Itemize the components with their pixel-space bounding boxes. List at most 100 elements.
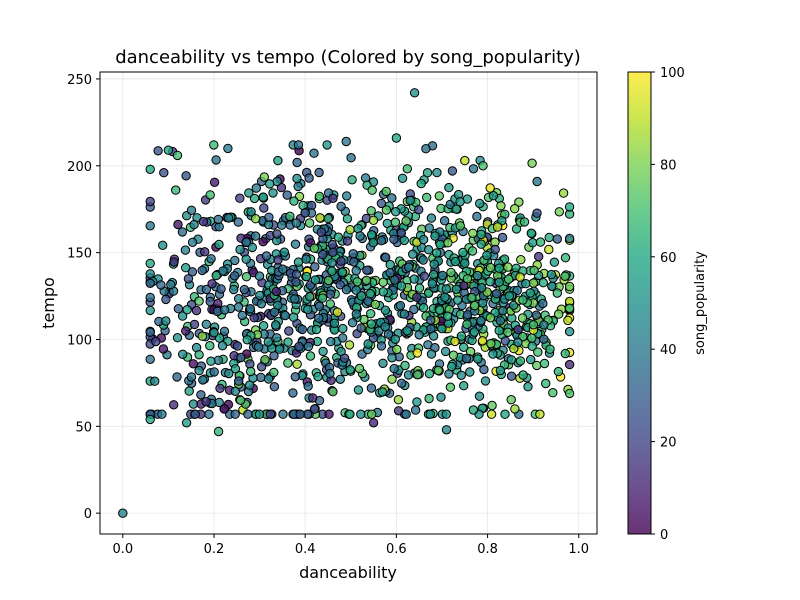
- x-tick-label: 0.8: [477, 542, 498, 557]
- scatter-point: [467, 246, 478, 256]
- scatter-point: [366, 309, 376, 319]
- scatter-point: [290, 294, 300, 304]
- scatter-point: [526, 228, 536, 238]
- scatter-point: [229, 284, 239, 295]
- scatter-point: [439, 216, 450, 226]
- scatter-point: [476, 239, 486, 249]
- scatter-point: [356, 409, 366, 419]
- scatter-point: [564, 326, 575, 337]
- scatter-point: [223, 143, 233, 154]
- scatter-point: [418, 234, 429, 245]
- scatter-point: [476, 229, 486, 240]
- scatter-point: [459, 342, 469, 352]
- scatter-point: [194, 296, 204, 306]
- scatter-point: [341, 285, 352, 295]
- scatter-point: [269, 367, 279, 378]
- scatter-point: [390, 334, 400, 344]
- scatter-point: [351, 285, 361, 295]
- scatter-point: [151, 336, 161, 347]
- scatter-point: [292, 157, 302, 168]
- scatter-point: [337, 267, 348, 277]
- scatter-point: [180, 245, 191, 255]
- scatter-point: [254, 271, 265, 281]
- scatter-point: [532, 176, 542, 187]
- scatter-point: [560, 271, 570, 281]
- scatter-point: [563, 315, 573, 326]
- scatter-point: [443, 238, 453, 248]
- scatter-point: [293, 140, 304, 150]
- scatter-point: [546, 269, 557, 280]
- scatter-point: [425, 409, 435, 419]
- scatter-point: [326, 336, 336, 347]
- scatter-point: [468, 228, 478, 239]
- scatter-point: [552, 234, 562, 244]
- scatter-point: [433, 365, 443, 376]
- scatter-point: [521, 279, 531, 289]
- x-tick-label: 0.6: [386, 542, 407, 557]
- scatter-point: [300, 208, 310, 218]
- scatter-point: [216, 284, 226, 294]
- scatter-point: [453, 295, 463, 305]
- scatter-point: [506, 355, 517, 365]
- scatter-point: [205, 296, 215, 307]
- scatter-point: [558, 188, 569, 198]
- scatter-point: [399, 309, 410, 319]
- scatter-point: [444, 182, 454, 193]
- scatter-point: [265, 409, 276, 419]
- scatter-point: [158, 344, 169, 354]
- scatter-point: [184, 386, 194, 396]
- scatter-point: [269, 382, 280, 392]
- scatter-point: [492, 222, 503, 232]
- scatter-point: [345, 225, 355, 235]
- scatter-point: [479, 364, 489, 375]
- scatter-point: [218, 266, 228, 276]
- scatter-point: [552, 288, 562, 298]
- scatter-point: [523, 382, 533, 392]
- scatter-point: [451, 204, 461, 214]
- scatter-point: [429, 259, 439, 269]
- scatter-point: [297, 324, 307, 335]
- scatter-point: [367, 185, 377, 195]
- scatter-point: [370, 299, 380, 310]
- scatter-point: [256, 299, 267, 309]
- scatter-point: [390, 217, 401, 227]
- scatter-point: [150, 376, 160, 386]
- scatter-point: [173, 219, 183, 230]
- scatter-point: [527, 333, 537, 343]
- scatter-point: [250, 214, 261, 224]
- scatter-point: [274, 344, 285, 354]
- scatter-point: [201, 284, 212, 295]
- scatter-point: [510, 204, 520, 214]
- scatter-point: [198, 216, 209, 227]
- scatter-point: [273, 255, 283, 265]
- scatter-point: [188, 359, 199, 369]
- scatter-point: [564, 303, 575, 313]
- scatter-point: [414, 205, 424, 215]
- scatter-point: [564, 202, 575, 212]
- scatter-point: [440, 346, 451, 357]
- scatter-point: [172, 150, 183, 161]
- scatter-point: [414, 330, 424, 340]
- scatter-point: [235, 244, 245, 255]
- scatter-point: [325, 289, 336, 299]
- scatter-point: [303, 304, 313, 315]
- scatter-point: [401, 216, 411, 226]
- scatter-point: [380, 305, 391, 315]
- scatter-point: [335, 374, 345, 384]
- colorbar-frame: [627, 71, 652, 535]
- scatter-point: [368, 418, 379, 428]
- scatter-point: [205, 190, 215, 200]
- scatter-point: [412, 370, 423, 380]
- scatter-point: [385, 259, 395, 270]
- scatter-point: [428, 331, 439, 341]
- scatter-point: [243, 409, 253, 419]
- scatter-point: [278, 409, 288, 419]
- scatter-point: [234, 376, 244, 386]
- scatter-point: [288, 388, 298, 398]
- scatter-point: [396, 281, 407, 291]
- scatter-point: [513, 324, 523, 335]
- scatter-point: [309, 148, 319, 158]
- scatter-point: [491, 289, 502, 299]
- scatter-point: [290, 239, 301, 249]
- scatter-point: [547, 281, 557, 291]
